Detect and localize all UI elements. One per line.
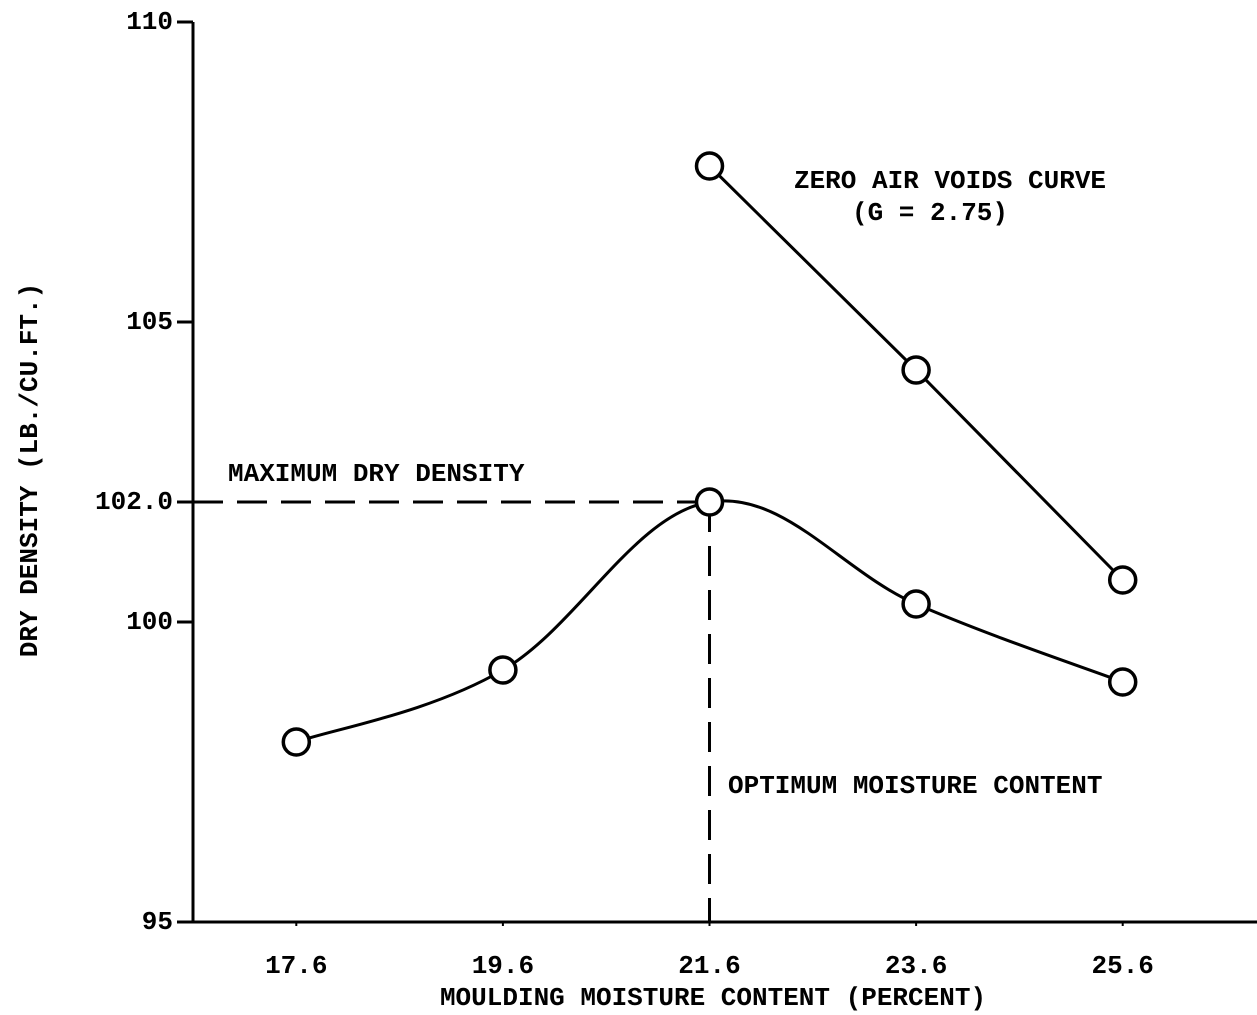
x-axis-label: MOULDING MOISTURE CONTENT (PERCENT) bbox=[440, 983, 986, 1013]
x-tick-label: 21.6 bbox=[678, 951, 740, 981]
data-point bbox=[281, 727, 312, 757]
annotation: (G = 2.75) bbox=[852, 198, 1008, 228]
data-point bbox=[488, 655, 518, 685]
x-tick-label: 17.6 bbox=[265, 951, 327, 981]
y-tick-label: 110 bbox=[126, 7, 173, 37]
y-tick-label: 102.0 bbox=[95, 487, 173, 517]
data-point bbox=[694, 151, 725, 181]
x-tick-label: 23.6 bbox=[885, 951, 947, 981]
x-tick-label: 25.6 bbox=[1091, 951, 1153, 981]
data-point bbox=[901, 355, 931, 385]
y-tick-label: 100 bbox=[126, 607, 173, 637]
data-point bbox=[901, 589, 931, 619]
y-tick-label: 95 bbox=[142, 907, 173, 937]
data-point bbox=[694, 487, 725, 517]
annotation: MAXIMUM DRY DENSITY bbox=[228, 459, 525, 489]
x-tick-label: 19.6 bbox=[472, 951, 534, 981]
data-point bbox=[1107, 667, 1138, 697]
annotation: OPTIMUM MOISTURE CONTENT bbox=[728, 771, 1102, 801]
data-point bbox=[1107, 565, 1138, 595]
y-tick-label: 105 bbox=[126, 307, 173, 337]
annotation: ZERO AIR VOIDS CURVE bbox=[794, 166, 1106, 196]
y-axis-label: DRY DENSITY (LB./CU.FT.) bbox=[15, 283, 45, 657]
